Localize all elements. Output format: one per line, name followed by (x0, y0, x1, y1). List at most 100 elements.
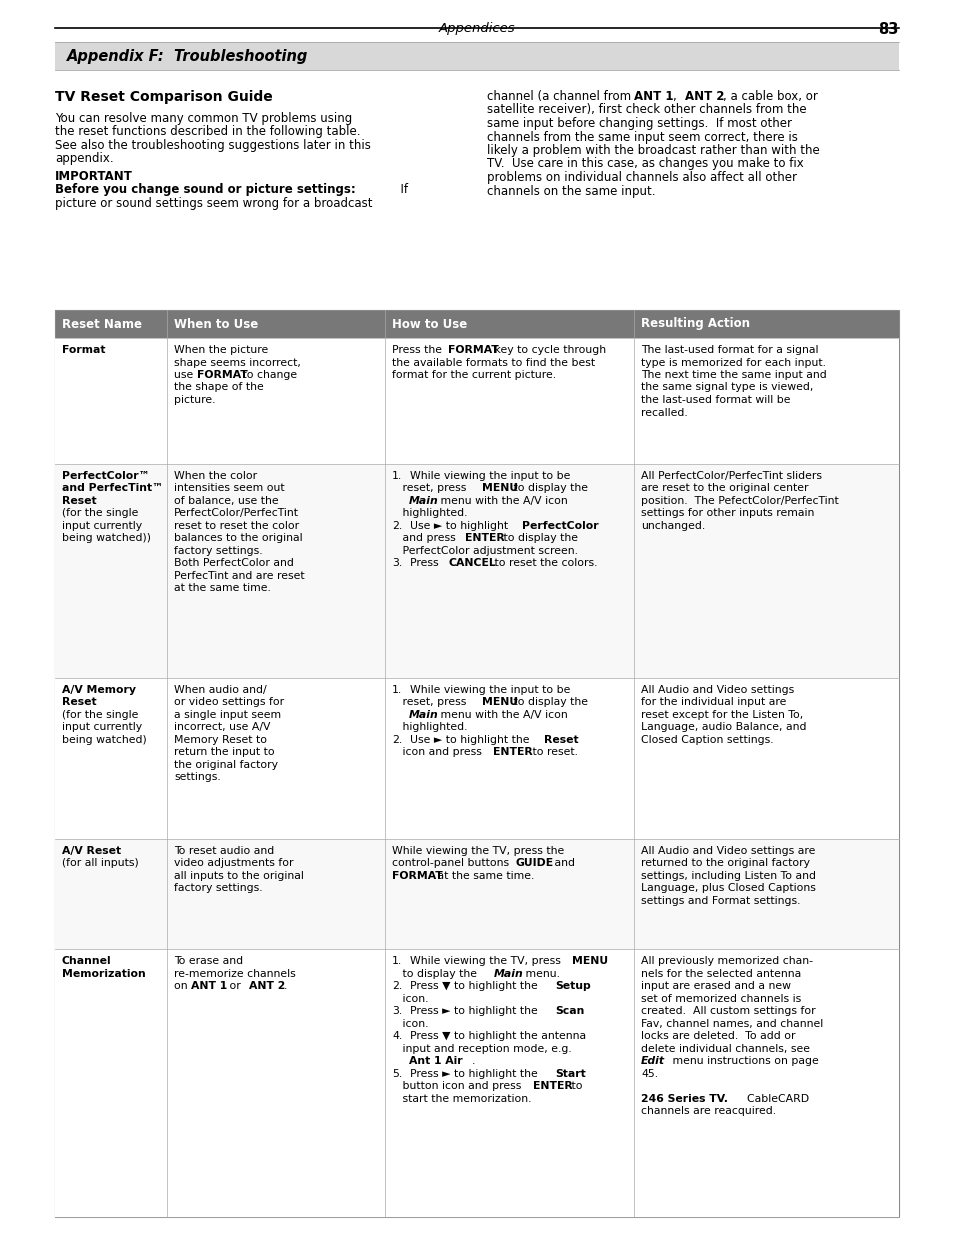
Text: and: and (551, 858, 575, 868)
Text: settings for other inputs remain: settings for other inputs remain (640, 508, 814, 517)
Text: Ant 1 Air: Ant 1 Air (409, 1056, 462, 1066)
Text: all inputs to the original: all inputs to the original (174, 871, 304, 881)
Text: button icon and press: button icon and press (392, 1081, 524, 1091)
Text: and press: and press (392, 534, 458, 543)
Text: How to Use: How to Use (392, 317, 467, 331)
Text: nels for the selected antenna: nels for the selected antenna (640, 968, 801, 978)
Text: When audio and/: When audio and/ (174, 685, 267, 695)
Text: The last-used format for a signal: The last-used format for a signal (640, 345, 818, 354)
Text: ANT 2: ANT 2 (684, 90, 723, 103)
Text: channels are reacquired.: channels are reacquired. (640, 1107, 776, 1116)
Text: The next time the same input and: The next time the same input and (640, 370, 826, 380)
Text: Main: Main (409, 710, 438, 720)
Text: ENTER: ENTER (493, 747, 533, 757)
Text: reset except for the Listen To,: reset except for the Listen To, (640, 710, 802, 720)
Text: FORMAT: FORMAT (448, 345, 498, 354)
Text: TV.  Use care in this case, as changes you make to fix: TV. Use care in this case, as changes yo… (486, 158, 803, 170)
Text: the same signal type is viewed,: the same signal type is viewed, (640, 383, 813, 393)
Text: picture or sound settings seem wrong for a broadcast: picture or sound settings seem wrong for… (55, 196, 372, 210)
Text: and PerfecTint™: and PerfecTint™ (62, 483, 163, 493)
Text: Reset Name: Reset Name (62, 317, 142, 331)
Text: balances to the original: balances to the original (174, 534, 302, 543)
Text: Memory Reset to: Memory Reset to (174, 735, 267, 745)
Text: Appendix F:  Troubleshooting: Appendix F: Troubleshooting (67, 48, 308, 63)
Text: Main: Main (409, 495, 438, 505)
Text: input currently: input currently (62, 521, 142, 531)
Text: Reset: Reset (543, 735, 578, 745)
Text: While viewing the TV, press: While viewing the TV, press (403, 956, 564, 966)
Text: Both PerfectColor and: Both PerfectColor and (174, 558, 294, 568)
Text: returned to the original factory: returned to the original factory (640, 858, 809, 868)
Text: return the input to: return the input to (174, 747, 274, 757)
Text: Start: Start (555, 1068, 585, 1078)
Text: While viewing the input to be: While viewing the input to be (403, 471, 570, 480)
Text: TV Reset Comparison Guide: TV Reset Comparison Guide (55, 90, 273, 104)
Text: set of memorized channels is: set of memorized channels is (640, 993, 801, 1004)
Text: the reset functions described in the following table.: the reset functions described in the fol… (55, 125, 360, 138)
Text: to reset.: to reset. (528, 747, 577, 757)
Text: 1.: 1. (392, 685, 402, 695)
Text: use: use (174, 370, 197, 380)
Bar (55, 839, 898, 948)
Text: appendix.: appendix. (55, 152, 113, 165)
Text: PerfectColor adjustment screen.: PerfectColor adjustment screen. (392, 546, 578, 556)
Text: settings.: settings. (174, 772, 221, 783)
Text: menu instructions on page: menu instructions on page (668, 1056, 818, 1066)
Text: locks are deleted.  To add or: locks are deleted. To add or (640, 1031, 795, 1041)
Text: settings and Format settings.: settings and Format settings. (640, 895, 800, 905)
Text: 2.: 2. (392, 521, 402, 531)
Text: recalled.: recalled. (640, 408, 687, 417)
Text: type is memorized for each input.: type is memorized for each input. (640, 357, 825, 368)
Text: 83: 83 (878, 22, 898, 37)
Text: 45.: 45. (640, 1068, 658, 1078)
Text: , a cable box, or: , a cable box, or (722, 90, 818, 103)
Bar (55, 338, 898, 463)
Text: PerfectColor™: PerfectColor™ (62, 471, 150, 480)
Text: ,: , (672, 90, 679, 103)
Text: 5.: 5. (392, 1068, 402, 1078)
Text: 3.: 3. (392, 558, 402, 568)
Text: unchanged.: unchanged. (640, 521, 704, 531)
Text: Memorization: Memorization (62, 968, 146, 978)
Text: icon.: icon. (392, 1019, 428, 1029)
Text: ANT 1: ANT 1 (191, 981, 227, 990)
Text: menu with the A/V icon: menu with the A/V icon (436, 495, 567, 505)
Text: PerfectColor/PerfecTint: PerfectColor/PerfecTint (174, 508, 299, 517)
Text: being watched): being watched) (62, 735, 147, 745)
Bar (55, 42, 898, 70)
Text: same input before changing settings.  If most other: same input before changing settings. If … (486, 117, 791, 130)
Text: the last-used format will be: the last-used format will be (640, 395, 790, 405)
Text: .: . (472, 1056, 476, 1066)
Text: All PerfectColor/PerfecTint sliders: All PerfectColor/PerfecTint sliders (640, 471, 821, 480)
Text: start the memorization.: start the memorization. (392, 1093, 531, 1104)
Text: problems on individual channels also affect all other: problems on individual channels also aff… (486, 170, 796, 184)
Text: menu with the A/V icon: menu with the A/V icon (436, 710, 567, 720)
Text: video adjustments for: video adjustments for (174, 858, 294, 868)
Text: (for the single: (for the single (62, 710, 138, 720)
Text: A/V Memory: A/V Memory (62, 685, 136, 695)
Text: intensities seem out: intensities seem out (174, 483, 285, 493)
Text: or: or (226, 981, 244, 990)
Text: Main: Main (493, 968, 522, 978)
Text: While viewing the TV, press the: While viewing the TV, press the (392, 846, 563, 856)
Text: You can resolve many common TV problems using: You can resolve many common TV problems … (55, 111, 352, 125)
Text: menu.: menu. (521, 968, 559, 978)
Text: 1.: 1. (392, 471, 402, 480)
Text: a single input seem: a single input seem (174, 710, 281, 720)
Text: Press ▼ to highlight the antenna: Press ▼ to highlight the antenna (403, 1031, 586, 1041)
Text: the available formats to find the best: the available formats to find the best (392, 357, 595, 368)
Text: channels on the same input.: channels on the same input. (486, 184, 655, 198)
Text: incorrect, use A/V: incorrect, use A/V (174, 722, 271, 732)
Text: to: to (567, 1081, 582, 1091)
Text: reset, press: reset, press (392, 483, 470, 493)
Text: icon.: icon. (392, 993, 428, 1004)
Text: 4.: 4. (392, 1031, 402, 1041)
Text: the shape of the: the shape of the (174, 383, 264, 393)
Text: delete individual channels, see: delete individual channels, see (640, 1044, 809, 1053)
Text: Format: Format (62, 345, 106, 354)
Text: PerfecTint and are reset: PerfecTint and are reset (174, 571, 305, 580)
Bar (55, 310, 898, 338)
Text: ANT 1: ANT 1 (634, 90, 673, 103)
Text: icon and press: icon and press (392, 747, 485, 757)
Text: ENTER: ENTER (465, 534, 504, 543)
